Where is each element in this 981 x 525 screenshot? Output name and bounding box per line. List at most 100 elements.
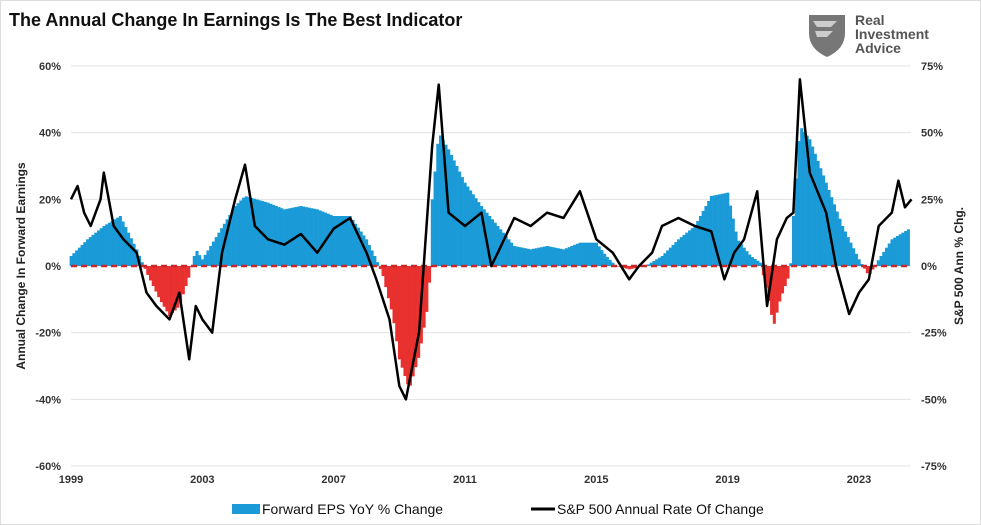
eps-bar <box>389 266 393 310</box>
eps-bar <box>696 221 700 266</box>
eps-bar <box>143 266 147 269</box>
legend-label-sp500: S&P 500 Annual Rate Of Change <box>557 501 764 517</box>
eps-bar <box>209 246 213 266</box>
eps-bar <box>802 131 806 266</box>
eps-bar <box>69 256 73 266</box>
eps-bar <box>384 266 388 288</box>
eps-bar <box>532 248 536 266</box>
y-tick-right: 50% <box>921 128 943 140</box>
eps-bar <box>102 226 106 266</box>
eps-bar <box>685 232 689 266</box>
eps-bar <box>211 241 215 266</box>
eps-bar <box>663 253 667 266</box>
eps-bar <box>545 246 549 266</box>
eps-bar <box>723 193 727 266</box>
eps-bar <box>359 231 363 266</box>
eps-bar <box>140 262 144 266</box>
eps-bar <box>173 266 177 311</box>
eps-bar <box>518 247 522 266</box>
eps-bar <box>562 249 566 266</box>
eps-bar <box>99 228 103 266</box>
eps-bar <box>425 266 429 312</box>
y-axis-label-right: S&P 500 Ann % Chg. <box>952 207 966 325</box>
eps-bar <box>228 214 232 266</box>
eps-bar <box>841 226 845 266</box>
eps-bar <box>712 195 716 266</box>
eps-bar <box>824 182 828 266</box>
eps-bar <box>898 234 902 266</box>
eps-bar <box>154 266 158 292</box>
eps-bar <box>510 242 514 266</box>
eps-bar <box>657 257 661 266</box>
eps-bar <box>822 175 826 266</box>
eps-bar <box>813 153 817 266</box>
eps-bar <box>652 261 656 266</box>
eps-bar <box>266 202 270 266</box>
eps-bar <box>315 209 319 266</box>
eps-bar <box>86 239 90 266</box>
eps-bar <box>800 128 804 266</box>
eps-bar <box>430 199 434 266</box>
eps-bar <box>321 211 325 266</box>
eps-bar <box>687 230 692 266</box>
eps-bar <box>148 266 153 281</box>
eps-bar <box>764 266 768 288</box>
eps-bar <box>504 236 508 266</box>
eps-bar <box>526 248 530 266</box>
eps-bar <box>433 171 437 266</box>
y-axis-label-left: Annual Change In Forward Earnings <box>14 162 28 370</box>
eps-bar <box>220 228 224 266</box>
eps-bar <box>310 208 314 266</box>
eps-bar <box>660 256 664 266</box>
eps-bar <box>690 228 694 266</box>
eps-bar <box>482 209 486 266</box>
eps-bar <box>570 246 574 266</box>
eps-bar <box>94 232 98 266</box>
eps-bar <box>192 256 196 266</box>
y-tick-right: -75% <box>921 461 947 473</box>
eps-bar <box>263 201 267 266</box>
y-tick-right: -25% <box>921 328 947 340</box>
eps-bar <box>460 177 464 266</box>
eps-bar <box>343 216 347 266</box>
eps-bar <box>581 242 585 266</box>
eps-bar <box>597 246 601 266</box>
eps-bar <box>258 200 262 266</box>
eps-bar <box>121 221 125 266</box>
eps-bar <box>693 226 697 266</box>
logo: Real Investment Advice <box>805 11 955 59</box>
eps-bar <box>105 224 109 266</box>
eps-bar <box>767 266 771 301</box>
eps-bar <box>376 262 380 266</box>
eps-bar <box>403 266 407 376</box>
eps-bar <box>753 258 757 266</box>
eps-bar <box>428 266 432 283</box>
eps-bar <box>729 205 733 266</box>
eps-bar <box>274 206 278 266</box>
eps-bar <box>833 204 837 266</box>
eps-bar <box>91 234 95 266</box>
eps-bar <box>332 216 336 266</box>
eps-bar <box>649 262 653 266</box>
eps-bar <box>231 210 235 266</box>
eps-bar <box>474 198 478 266</box>
eps-bar <box>627 266 631 270</box>
eps-bar <box>181 266 185 295</box>
eps-bar <box>592 242 596 266</box>
eps-bar <box>285 208 289 266</box>
eps-bar <box>603 253 607 266</box>
eps-bar <box>107 222 111 266</box>
eps-bar <box>726 192 730 266</box>
eps-bar <box>318 210 322 266</box>
eps-bar <box>865 266 869 274</box>
eps-bar <box>304 207 308 266</box>
eps-bar <box>203 254 207 266</box>
eps-bar <box>441 140 445 266</box>
eps-bar <box>452 160 456 266</box>
eps-bar <box>515 246 519 266</box>
y-tick-right: 25% <box>921 194 943 206</box>
eps-bar <box>195 251 199 266</box>
eps-bar <box>179 266 183 303</box>
